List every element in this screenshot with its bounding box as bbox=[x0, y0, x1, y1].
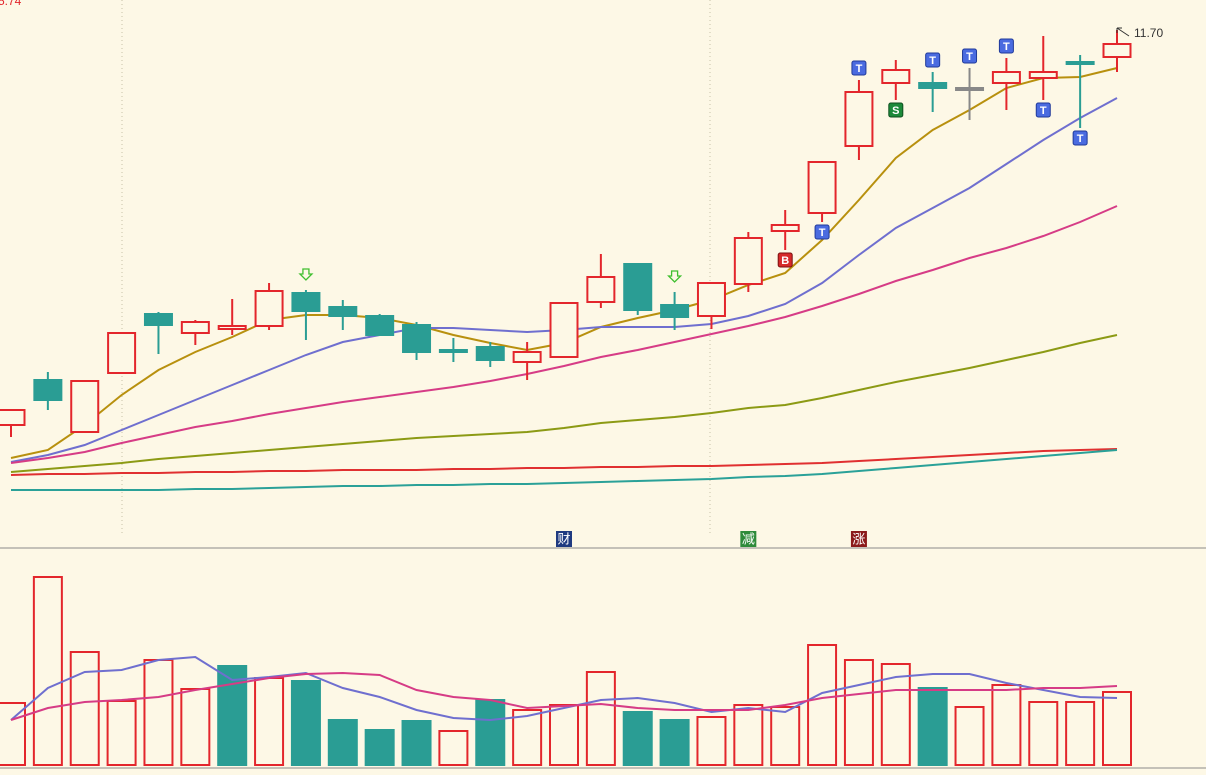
candle-body bbox=[881, 69, 911, 84]
candle-body bbox=[696, 282, 726, 317]
corner-price: 5.74 bbox=[0, 0, 22, 8]
signal-label: T bbox=[966, 51, 973, 63]
ma-line bbox=[10, 334, 1118, 473]
volume-bar bbox=[1065, 701, 1096, 766]
event-icon bbox=[850, 531, 867, 547]
candle-body bbox=[0, 409, 26, 426]
volume-bar bbox=[438, 730, 469, 766]
event-label: 减 bbox=[742, 531, 755, 546]
candle-body bbox=[512, 351, 542, 363]
candle-body bbox=[328, 306, 358, 317]
volume-bar bbox=[475, 699, 506, 766]
candle-body bbox=[955, 87, 985, 91]
volume-bar bbox=[807, 644, 838, 766]
volume-bar bbox=[364, 729, 395, 766]
volume-bar bbox=[880, 663, 911, 766]
volume-bar bbox=[1028, 701, 1059, 766]
volume-bar bbox=[770, 706, 801, 766]
ma-line bbox=[11, 449, 1118, 491]
candle-body bbox=[217, 325, 247, 330]
volume-bar bbox=[622, 711, 653, 766]
candle-body bbox=[918, 82, 948, 89]
volume-bar bbox=[32, 576, 63, 766]
signal-badge bbox=[814, 224, 830, 240]
candle-body bbox=[254, 290, 284, 327]
candle-body bbox=[586, 276, 616, 303]
signal-label: T bbox=[1077, 133, 1084, 145]
candle-body bbox=[475, 346, 505, 361]
ma-line bbox=[10, 655, 1118, 722]
signal-label: T bbox=[1003, 41, 1010, 53]
signal-badge bbox=[851, 60, 867, 76]
signal-badge bbox=[1035, 102, 1051, 118]
volume-bar bbox=[991, 684, 1022, 766]
candle-body bbox=[770, 224, 800, 232]
ma-line bbox=[10, 448, 1118, 476]
candle-body bbox=[549, 302, 579, 358]
candle-body bbox=[180, 321, 210, 334]
volume-bar bbox=[143, 659, 174, 766]
candle-body bbox=[438, 349, 468, 353]
annotation-label: 11.70 bbox=[1134, 26, 1163, 40]
event-icon bbox=[740, 531, 757, 547]
signal-arrow bbox=[298, 268, 314, 281]
volume-bar bbox=[401, 720, 432, 766]
event-label: 涨 bbox=[852, 531, 865, 546]
volume-bar bbox=[512, 709, 543, 766]
signal-label: B bbox=[781, 255, 789, 267]
volume-bar bbox=[585, 671, 616, 766]
candle-body bbox=[844, 91, 874, 147]
volume-bar bbox=[659, 719, 690, 766]
volume-bar bbox=[0, 702, 26, 766]
signal-label: T bbox=[1040, 105, 1047, 117]
signal-badge bbox=[777, 252, 793, 268]
volume-bar bbox=[917, 687, 948, 766]
volume-bar bbox=[1102, 691, 1132, 766]
candle-body bbox=[1028, 71, 1058, 79]
ma-line bbox=[10, 671, 1118, 721]
volume-bar bbox=[733, 704, 764, 766]
candle-body bbox=[107, 332, 137, 374]
candle-body bbox=[291, 292, 321, 312]
volume-bar bbox=[254, 677, 285, 766]
candle-body bbox=[807, 161, 837, 214]
volume-bar bbox=[106, 700, 137, 766]
ma-line bbox=[10, 205, 1118, 464]
candle-body bbox=[623, 263, 653, 311]
volume-bar bbox=[549, 704, 579, 766]
signal-label: T bbox=[929, 55, 936, 67]
volume-bar bbox=[180, 688, 211, 766]
signal-label: T bbox=[819, 227, 826, 239]
candle-body bbox=[70, 380, 100, 433]
signal-label: S bbox=[892, 105, 899, 117]
signal-badge bbox=[998, 38, 1014, 54]
volume-bar bbox=[843, 659, 874, 766]
candle-body bbox=[33, 379, 63, 401]
volume-bar bbox=[69, 651, 100, 766]
volume-bar bbox=[954, 706, 985, 766]
signal-badge bbox=[1072, 130, 1088, 146]
candle-body bbox=[733, 237, 763, 285]
candle-body bbox=[143, 313, 173, 326]
candle-body bbox=[660, 304, 690, 318]
event-label: 财 bbox=[557, 531, 570, 546]
event-icon bbox=[556, 531, 572, 547]
volume-bar bbox=[696, 716, 727, 766]
annotation-pointer bbox=[1116, 27, 1130, 37]
signal-badge bbox=[888, 102, 904, 118]
signal-arrow bbox=[667, 270, 683, 283]
signal-badge bbox=[925, 52, 941, 68]
candle-body bbox=[402, 324, 432, 353]
candle-body bbox=[991, 71, 1021, 84]
volume-bar bbox=[327, 719, 358, 766]
signal-label: T bbox=[856, 63, 863, 75]
candle-body bbox=[1065, 61, 1095, 65]
candle-body bbox=[1102, 43, 1132, 58]
volume-bar bbox=[290, 680, 321, 766]
candle-body bbox=[365, 315, 395, 336]
signal-badge bbox=[962, 48, 978, 64]
